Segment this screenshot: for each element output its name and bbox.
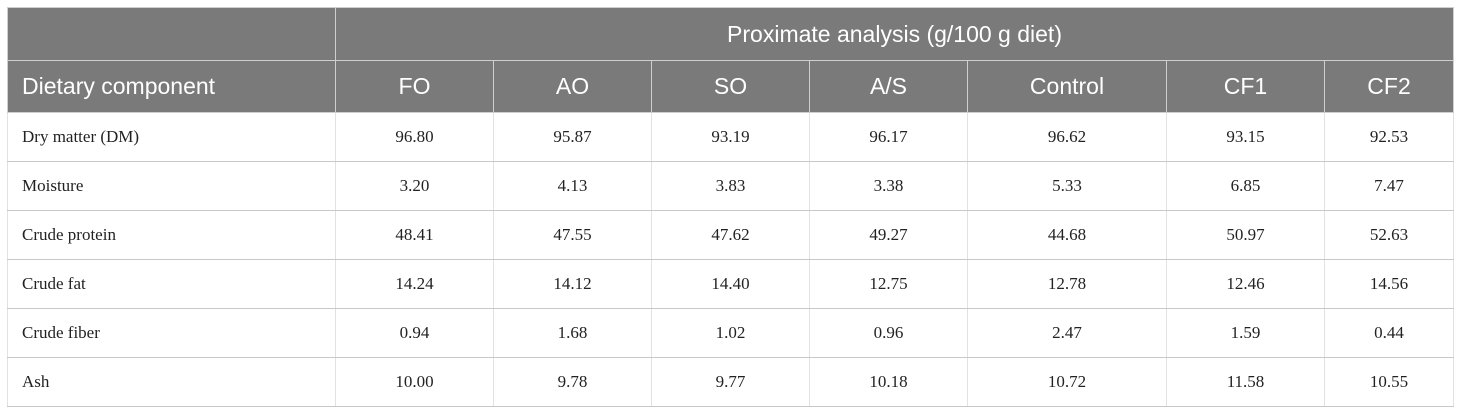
column-header-a-s: A/S <box>809 60 968 113</box>
table-row: Crude fiber 0.94 1.68 1.02 0.96 2.47 1.5… <box>7 308 1455 358</box>
proximate-analysis-table: Proximate analysis (g/100 g diet) Dietar… <box>7 7 1455 407</box>
column-header-control: Control <box>967 60 1167 113</box>
table-cell: 12.46 <box>1166 259 1325 309</box>
column-header-cf2: CF2 <box>1323 60 1455 113</box>
row-label: Dry matter (DM) <box>7 112 336 162</box>
table-cell: 47.55 <box>493 210 652 260</box>
row-label: Crude fiber <box>7 308 336 358</box>
table-cell: 50.97 <box>1166 210 1325 260</box>
table-cell: 93.19 <box>651 112 810 162</box>
table-cell: 49.27 <box>809 210 968 260</box>
table-cell: 4.13 <box>493 161 652 211</box>
table-cell: 12.78 <box>967 259 1167 309</box>
table-row: Dry matter (DM) 96.80 95.87 93.19 96.17 … <box>7 112 1455 162</box>
table-cell: 5.33 <box>967 161 1167 211</box>
table-cell: 9.77 <box>651 357 810 407</box>
table-cell: 3.38 <box>809 161 968 211</box>
column-header-fo: FO <box>335 60 494 113</box>
table-cell: 1.68 <box>493 308 652 358</box>
row-label: Crude fat <box>7 259 336 309</box>
table-cell: 48.41 <box>335 210 494 260</box>
table-cell: 96.80 <box>335 112 494 162</box>
table-cell: 3.83 <box>651 161 810 211</box>
table-cell: 9.78 <box>493 357 652 407</box>
column-header-ao: AO <box>493 60 652 113</box>
table-cell: 10.72 <box>967 357 1167 407</box>
column-header-cf1: CF1 <box>1166 60 1325 113</box>
table-cell: 11.58 <box>1166 357 1325 407</box>
table-row: Crude fat 14.24 14.12 14.40 12.75 12.78 … <box>7 259 1455 309</box>
table-cell: 0.94 <box>335 308 494 358</box>
table-row: Ash 10.00 9.78 9.77 10.18 10.72 11.58 10… <box>7 357 1455 407</box>
table-cell: 10.55 <box>1323 357 1455 407</box>
table-cell: 10.00 <box>335 357 494 407</box>
table-cell: 14.56 <box>1323 259 1455 309</box>
table-cell: 6.85 <box>1166 161 1325 211</box>
table-row: Moisture 3.20 4.13 3.83 3.38 5.33 6.85 7… <box>7 161 1455 211</box>
table-container: Proximate analysis (g/100 g diet) Dietar… <box>7 7 1455 407</box>
column-header-row: Dietary component FO AO SO A/S Control C… <box>7 60 1455 113</box>
table-cell: 14.12 <box>493 259 652 309</box>
table-cell: 1.02 <box>651 308 810 358</box>
row-label: Ash <box>7 357 336 407</box>
table-cell: 96.62 <box>967 112 1167 162</box>
first-column-header: Dietary component <box>7 60 336 113</box>
table-cell: 12.75 <box>809 259 968 309</box>
table-cell: 92.53 <box>1323 112 1455 162</box>
table-cell: 47.62 <box>651 210 810 260</box>
table-cell: 52.63 <box>1323 210 1455 260</box>
empty-header-cell <box>7 7 336 61</box>
table-cell: 14.24 <box>335 259 494 309</box>
group-header-row: Proximate analysis (g/100 g diet) <box>7 7 1455 61</box>
table-cell: 96.17 <box>809 112 968 162</box>
table-cell: 7.47 <box>1323 161 1455 211</box>
table-cell: 95.87 <box>493 112 652 162</box>
group-header: Proximate analysis (g/100 g diet) <box>334 7 1455 61</box>
row-label: Crude protein <box>7 210 336 260</box>
row-label: Moisture <box>7 161 336 211</box>
table-cell: 1.59 <box>1166 308 1325 358</box>
table-cell: 14.40 <box>651 259 810 309</box>
table-cell: 3.20 <box>335 161 494 211</box>
table-cell: 0.96 <box>809 308 968 358</box>
table-cell: 93.15 <box>1166 112 1325 162</box>
column-header-so: SO <box>651 60 810 113</box>
table-cell: 2.47 <box>967 308 1167 358</box>
table-row: Crude protein 48.41 47.55 47.62 49.27 44… <box>7 210 1455 260</box>
table-cell: 44.68 <box>967 210 1167 260</box>
table-cell: 10.18 <box>809 357 968 407</box>
table-cell: 0.44 <box>1323 308 1455 358</box>
